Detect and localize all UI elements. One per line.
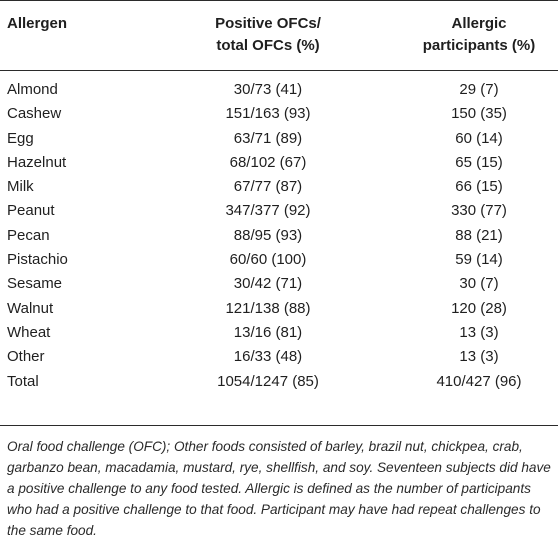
- cell-allergen: Walnut: [7, 299, 54, 317]
- cell-allergic: 13 (3): [459, 348, 499, 366]
- table-row: Cashew 151/163 (93) 150 (35): [0, 102, 558, 126]
- cell-allergic: 410/427 (96): [436, 372, 522, 390]
- table-bottom-rule: [0, 425, 558, 426]
- cell-allergic: 60 (14): [455, 129, 503, 147]
- table-row: Almond 30/73 (41) 29 (7): [0, 78, 558, 102]
- table-row: Peanut 347/377 (92) 330 (77): [0, 199, 558, 223]
- cell-allergic: 59 (14): [455, 251, 503, 269]
- table-row: Pecan 88/95 (93) 88 (21): [0, 224, 558, 248]
- cell-allergen: Cashew: [7, 105, 62, 123]
- cell-ofc: 16/33 (48): [233, 348, 303, 366]
- header-allergen: Allergen: [7, 13, 67, 35]
- cell-ofc: 13/16 (81): [233, 323, 303, 341]
- cell-ofc: 1054/1247 (85): [217, 372, 319, 390]
- cell-allergic: 120 (28): [451, 299, 507, 317]
- cell-ofc: 151/163 (93): [225, 105, 311, 123]
- cell-allergen: Milk: [7, 178, 34, 196]
- cell-ofc: 347/377 (92): [225, 202, 311, 220]
- cell-allergic: 30 (7): [459, 275, 499, 293]
- cell-allergic: 66 (15): [455, 178, 503, 196]
- cell-ofc: 121/138 (88): [225, 299, 311, 317]
- cell-ofc: 30/73 (41): [233, 81, 303, 98]
- cell-allergen: Sesame: [7, 275, 63, 293]
- cell-ofc: 63/71 (89): [233, 129, 303, 147]
- cell-allergen: Egg: [7, 129, 34, 147]
- table-row: Other 16/33 (48) 13 (3): [0, 345, 558, 369]
- header-allergen-label: Allergen: [7, 15, 68, 32]
- cell-ofc: 60/60 (100): [229, 251, 307, 269]
- cell-allergic: 65 (15): [455, 153, 503, 171]
- header-ofc-line2: total OFCs (%): [216, 37, 320, 54]
- cell-ofc: 88/95 (93): [233, 226, 303, 244]
- cell-allergen: Hazelnut: [7, 153, 67, 171]
- table-body: Almond 30/73 (41) 29 (7) Cashew 151/163 …: [0, 78, 558, 394]
- cell-allergen: Pistachio: [7, 251, 68, 269]
- cell-allergen: Other: [7, 348, 45, 366]
- table-row: Walnut 121/138 (88) 120 (28): [0, 297, 558, 321]
- cell-ofc: 68/102 (67): [229, 153, 307, 171]
- table-row: Milk 67/77 (87) 66 (15): [0, 175, 558, 199]
- cell-ofc: 30/42 (71): [233, 275, 303, 293]
- header-allergic-line2: participants (%): [422, 37, 536, 54]
- cell-allergen: Peanut: [7, 202, 55, 220]
- header-allergic: Allergic participants (%): [400, 13, 558, 57]
- cell-allergen: Total: [7, 372, 39, 390]
- cell-allergic: 150 (35): [451, 105, 507, 123]
- table-footnote: Oral food challenge (OFC); Other foods c…: [7, 439, 551, 538]
- table-header-rule: [0, 70, 558, 71]
- table-row: Sesame 30/42 (71) 30 (7): [0, 272, 558, 296]
- table-row: Hazelnut 68/102 (67) 65 (15): [0, 151, 558, 175]
- cell-allergen: Wheat: [7, 323, 51, 341]
- table-top-rule: [0, 0, 558, 1]
- header-allergic-line1: Allergic: [451, 15, 507, 32]
- cell-allergic: 13 (3): [459, 323, 499, 341]
- header-ofc-line1: Positive OFCs/: [215, 15, 321, 32]
- cell-allergic: 330 (77): [451, 202, 507, 220]
- table-row: Wheat 13/16 (81) 13 (3): [0, 321, 558, 345]
- table-row: Egg 63/71 (89) 60 (14): [0, 127, 558, 151]
- cell-ofc: 67/77 (87): [233, 178, 303, 196]
- cell-allergen: Almond: [7, 81, 58, 98]
- cell-allergen: Pecan: [7, 226, 50, 244]
- table-row-total: Total 1054/1247 (85) 410/427 (96): [0, 370, 558, 394]
- cell-allergic: 29 (7): [459, 81, 499, 98]
- table-row: Pistachio 60/60 (100) 59 (14): [0, 248, 558, 272]
- header-ofc: Positive OFCs/ total OFCs (%): [180, 13, 356, 57]
- cell-allergic: 88 (21): [455, 226, 503, 244]
